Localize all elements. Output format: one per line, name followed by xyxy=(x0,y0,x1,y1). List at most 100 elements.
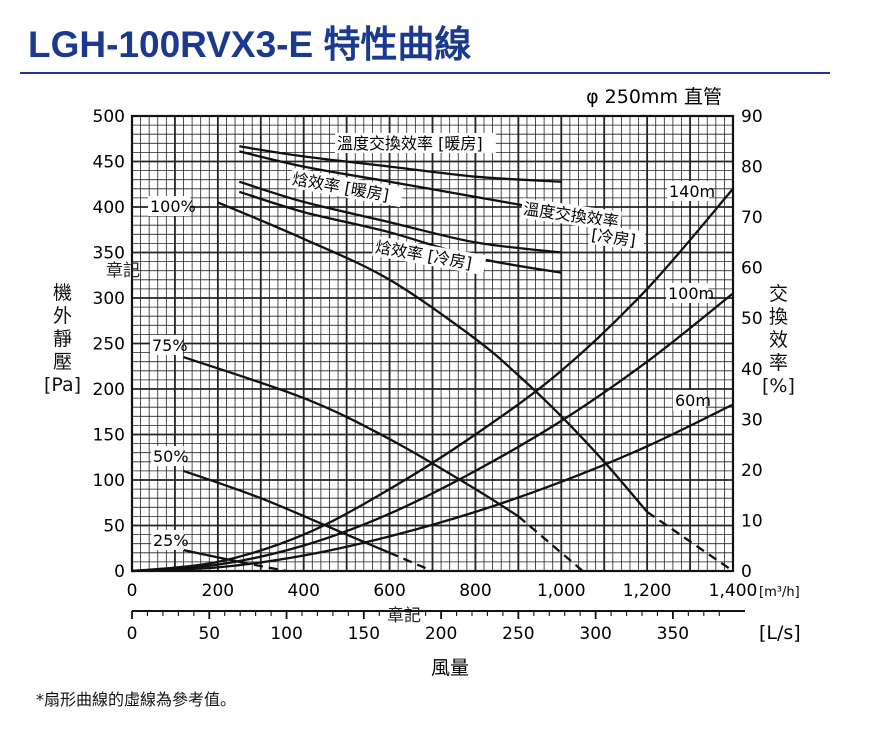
label-text: 100m xyxy=(668,284,714,303)
fan-label-25%: 25% xyxy=(151,530,189,550)
efficiency-label: 溫度交換效率 [暖房] xyxy=(335,133,496,153)
y-axis-label-left-char: [Pa] xyxy=(44,374,82,396)
x-tick-label: 200 xyxy=(202,581,234,601)
x2-unit-label: [L/s] xyxy=(759,622,801,644)
x-unit-label: [m³/h] xyxy=(759,585,800,600)
fan-curve-100% xyxy=(217,201,648,513)
y-axis-label-left-char: 靜 xyxy=(53,328,73,350)
y-tick-label-right: 20 xyxy=(741,461,763,481)
fan-curve-dashed-25% xyxy=(239,560,287,573)
y-tick-label-right: 0 xyxy=(741,562,752,582)
x-tick-label: 800 xyxy=(459,581,491,601)
y-tick-label-left: 150 xyxy=(93,426,125,446)
fan-curve-50% xyxy=(183,469,391,554)
efficiency-label: [冷房] xyxy=(588,223,646,252)
label-text: 溫度交換效率 [暖房] xyxy=(337,134,483,153)
duct-curve-140m xyxy=(131,188,734,573)
y-tick-label-left: 100 xyxy=(93,471,125,491)
efficiency-curve xyxy=(238,180,562,254)
label-text: 25% xyxy=(153,531,189,550)
fan-label-50%: 50% xyxy=(151,446,189,466)
x-axis-label: 風量 xyxy=(431,657,469,679)
x2-tick-label: 150 xyxy=(348,624,380,644)
label-background xyxy=(148,196,191,216)
y-axis-label-left: 機外靜壓 [Pa] xyxy=(44,282,81,397)
y-tick-label-right: 60 xyxy=(741,259,763,279)
efficiency-curve xyxy=(238,190,562,274)
label-background xyxy=(666,283,709,303)
x2-tick-label: 250 xyxy=(502,624,534,644)
y-axis-label-right-char: 率 xyxy=(768,352,788,374)
y-tick-label-right: 80 xyxy=(741,158,763,178)
stamp-text: 章記 xyxy=(387,606,421,626)
footnote: *扇形曲線的虛線為參考值。 xyxy=(36,690,237,709)
duct-label-140m: 140m xyxy=(667,181,715,201)
y-tick-label-left: 500 xyxy=(93,107,125,127)
x-tick-label: 1,000 xyxy=(537,581,586,601)
label-background xyxy=(673,390,706,410)
x2-tick-label: 100 xyxy=(270,624,302,644)
grid xyxy=(130,114,735,573)
y-tick-label-right: 40 xyxy=(741,360,763,380)
y-axis-label-right-char: 換 xyxy=(768,306,788,328)
label-background xyxy=(151,446,184,466)
y-tick-label-right: 50 xyxy=(741,309,763,329)
fan-curve-dashed-50% xyxy=(389,551,433,573)
y-axis-label-right-char: [%] xyxy=(762,375,795,397)
y-tick-label-left: 50 xyxy=(103,517,125,537)
y-axis-label-right: 交換效率 [%] xyxy=(762,283,795,398)
x-tick-label: 600 xyxy=(373,581,405,601)
duct-size-label: φ 250mm 直管 xyxy=(586,86,722,108)
label-text: 140m xyxy=(669,182,715,201)
x2-tick-label: 0 xyxy=(127,624,138,644)
y-tick-label-left: 0 xyxy=(114,562,125,582)
duct-curve-60m xyxy=(131,403,734,573)
y-axis-label-left-char: 壓 xyxy=(53,351,73,373)
x2-tick-label: 350 xyxy=(657,624,689,644)
label-background xyxy=(335,133,496,153)
efficiency-curve xyxy=(239,145,562,183)
label-background xyxy=(151,530,184,550)
label-background xyxy=(667,181,710,201)
y-tick-label-right: 90 xyxy=(741,107,763,127)
label-background xyxy=(371,235,487,276)
label-text: 60m xyxy=(675,391,711,410)
fan-curve-75% xyxy=(183,356,520,518)
label-text: 焓效率 [暖房] xyxy=(291,169,390,205)
fan-curve-dashed-100% xyxy=(646,510,734,572)
y-axis-label-right-char: 效 xyxy=(768,329,788,351)
curves xyxy=(131,145,734,573)
y-tick-label-left: 250 xyxy=(93,335,125,355)
x-tick-label: 1,400 xyxy=(709,581,758,601)
y-tick-label-right: 70 xyxy=(741,208,763,228)
label-text: 50% xyxy=(153,447,189,466)
fan-label-100%: 100% xyxy=(148,196,196,216)
duct-curve-100m xyxy=(131,292,734,573)
y-axis-label-left-char: 機 xyxy=(53,282,73,304)
duct-label-100m: 100m xyxy=(666,283,714,303)
x2-tick-label: 300 xyxy=(579,624,611,644)
x2-tick-label: 200 xyxy=(425,624,457,644)
y-tick-label-left: 450 xyxy=(93,153,125,173)
y-axis-label-left-char: 外 xyxy=(53,305,73,327)
stamp-text: 章記 xyxy=(106,261,140,281)
y-tick-label-left: 400 xyxy=(93,198,125,218)
y-tick-label-left: 350 xyxy=(93,244,125,264)
y-tick-label-left: 200 xyxy=(93,380,125,400)
x-tick-label: 400 xyxy=(287,581,319,601)
label-background xyxy=(588,223,646,252)
axes: 0501001502002503003504004505000102030405… xyxy=(93,107,801,679)
page-title: LGH-100RVX3-E 特性曲線 xyxy=(28,24,472,65)
label-background xyxy=(288,167,404,208)
efficiency-curve xyxy=(239,150,562,214)
y-tick-label-right: 30 xyxy=(741,410,763,430)
fan-label-75%: 75% xyxy=(150,335,188,355)
y-tick-label-left: 300 xyxy=(93,289,125,309)
y-axis-label-right-char: 交 xyxy=(768,283,788,305)
x-tick-label: 1,200 xyxy=(623,581,672,601)
x2-tick-label: 50 xyxy=(198,624,220,644)
title-divider xyxy=(20,72,830,74)
x-tick-label: 0 xyxy=(127,581,138,601)
label-background xyxy=(520,197,622,232)
